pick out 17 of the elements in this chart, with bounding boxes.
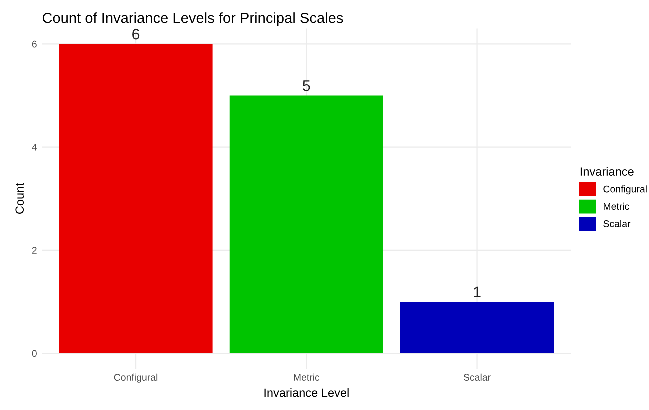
- x-axis-title: Invariance Level: [264, 388, 349, 398]
- x-tick-label: Metric: [294, 374, 320, 381]
- chart-title: Count of Invariance Levels for Principal Scales: [42, 12, 344, 26]
- data-label: 1: [474, 286, 481, 298]
- legend-label: Scalar: [604, 220, 631, 228]
- x-tick-label: Scalar: [464, 374, 491, 381]
- y-tick-label: 2: [32, 247, 37, 254]
- legend-title: Invariance: [580, 167, 634, 176]
- y-tick-label: 6: [32, 40, 37, 48]
- data-label: 6: [132, 28, 140, 40]
- legend-label: Configural: [604, 186, 647, 195]
- x-tick-label: Configural: [114, 374, 158, 383]
- y-tick-label: 0: [32, 350, 37, 358]
- data-label: 5: [303, 80, 310, 92]
- y-axis-title: Count: [16, 183, 24, 214]
- legend-label: Metric: [604, 202, 630, 210]
- y-tick-label: 4: [32, 144, 38, 151]
